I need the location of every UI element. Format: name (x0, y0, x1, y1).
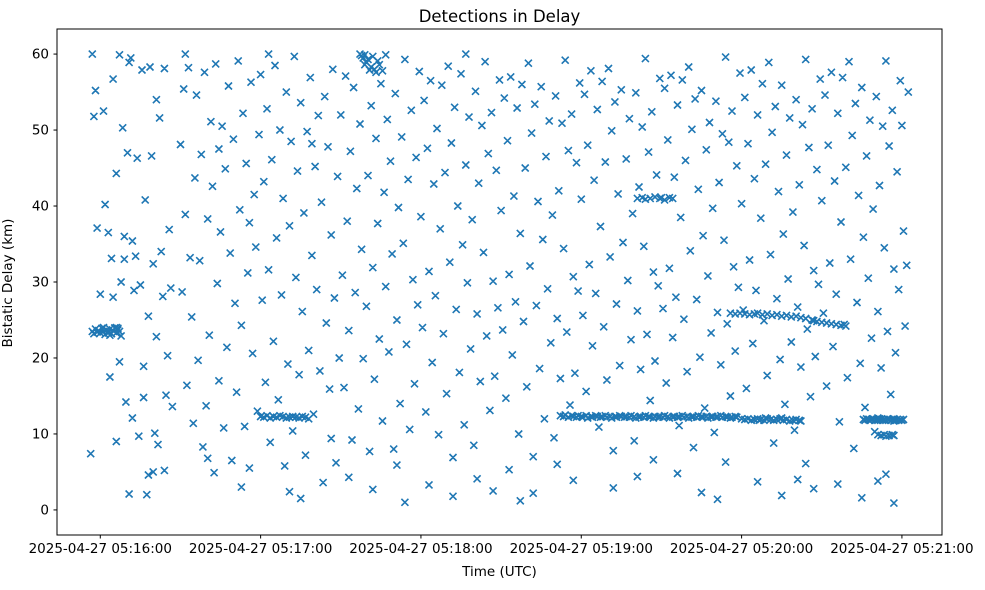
y-axis-label: Bistatic Delay (km) (0, 218, 16, 348)
x-tick-label: 2025-04-27 05:19:00 (510, 541, 653, 557)
x-tick-label: 2025-04-27 05:17:00 (189, 541, 332, 557)
y-tick-label: 0 (40, 502, 49, 518)
y-tick-label: 20 (32, 350, 49, 366)
y-tick-label: 40 (32, 199, 49, 215)
x-tick-label: 2025-04-27 05:21:00 (830, 541, 973, 557)
x-tick-label: 2025-04-27 05:18:00 (349, 541, 492, 557)
scatter-markers (86, 50, 913, 508)
x-axis-label: Time (UTC) (462, 564, 537, 580)
y-tick-label: 30 (32, 275, 49, 291)
x-tick-label: 2025-04-27 05:16:00 (29, 541, 172, 557)
y-tick-label: 50 (32, 123, 49, 139)
x-tick-label: 2025-04-27 05:20:00 (670, 541, 813, 557)
y-tick-label: 60 (32, 47, 49, 63)
chart-title: Detections in Delay (418, 7, 581, 26)
y-tick-label: 10 (32, 426, 49, 442)
